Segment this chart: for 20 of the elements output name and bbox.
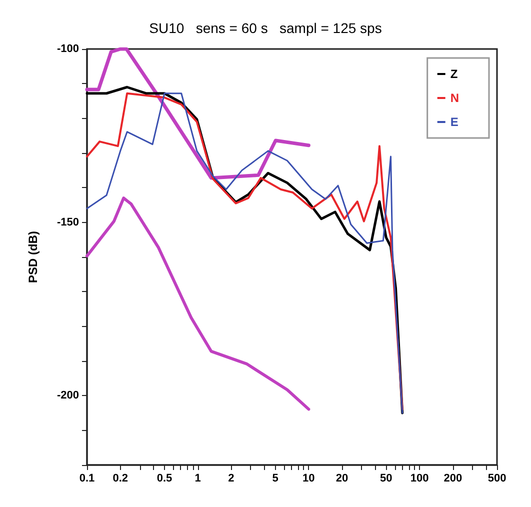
- x-tick-label: 5: [272, 472, 278, 484]
- y-tick-label: -100: [56, 43, 79, 55]
- x-tick-label: 500: [488, 472, 506, 484]
- legend-label: N: [450, 91, 460, 105]
- y-axis-title: PSD (dB): [26, 231, 40, 283]
- legend-label: Z: [450, 67, 458, 81]
- y-tick-label: -200: [56, 390, 79, 402]
- y-tick-label: -150: [56, 216, 79, 228]
- x-tick-label: 20: [336, 472, 348, 484]
- chart-title: SU10 sens = 60 s sampl = 125 sps: [149, 20, 382, 36]
- x-tick-label: 0.5: [156, 472, 172, 484]
- x-tick-label: 1: [194, 472, 201, 484]
- x-tick-label: 200: [444, 472, 462, 484]
- x-tick-label: 0.1: [79, 472, 95, 484]
- x-tick-label: 100: [410, 472, 429, 484]
- legend-label: E: [450, 115, 458, 129]
- x-tick-label: 0.2: [112, 472, 128, 484]
- x-tick-label: 50: [380, 472, 392, 484]
- x-tick-label: 2: [228, 472, 234, 484]
- x-tick-label: 10: [302, 472, 315, 484]
